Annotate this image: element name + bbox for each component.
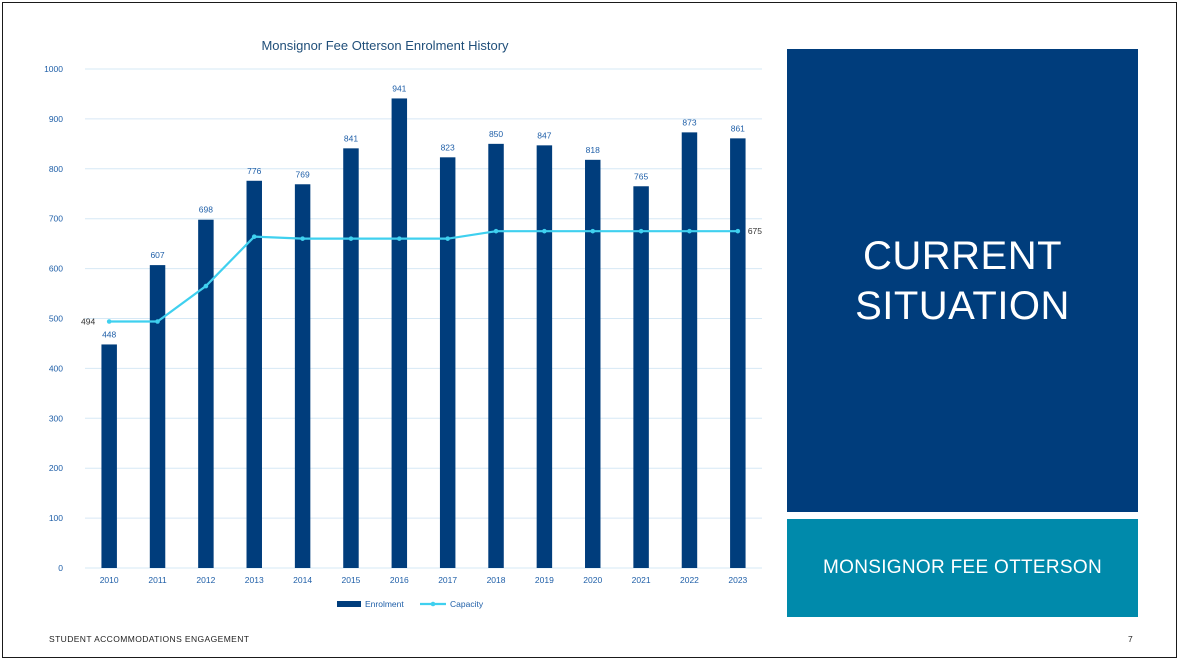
y-tick-label: 800 <box>49 164 63 174</box>
bar-value-label: 861 <box>731 123 745 133</box>
x-tick-label: 2018 <box>487 575 506 585</box>
capacity-point <box>735 228 741 234</box>
bar-value-label: 941 <box>392 83 406 93</box>
x-tick-label: 2015 <box>342 575 361 585</box>
enrolment-bar <box>536 145 553 569</box>
enrolment-bar <box>198 219 214 568</box>
y-tick-label: 300 <box>49 413 63 423</box>
chart-legend: Enrolment Capacity <box>337 599 484 609</box>
subtitle-panel: MONSIGNOR FEE OTTERSON <box>787 519 1138 617</box>
capacity-value-label: 494 <box>81 316 95 326</box>
x-tick-label: 2011 <box>148 575 167 585</box>
y-tick-label: 700 <box>49 214 63 224</box>
bar-value-label: 698 <box>199 205 213 215</box>
bar-value-label: 769 <box>296 169 310 179</box>
enrolment-chart: Monsignor Fee Otterson Enrolment History… <box>30 28 770 618</box>
enrolment-bar <box>585 159 601 568</box>
enrolment-chart-svg: Monsignor Fee Otterson Enrolment History… <box>44 38 762 609</box>
legend-enrolment-swatch <box>337 601 361 607</box>
page-number: 7 <box>1128 634 1133 644</box>
enrolment-bar <box>439 157 456 568</box>
enrolment-bars: 448 607 698 776 769 841 941 823 850 847 818 765 873 8… <box>101 83 746 569</box>
y-tick-label: 0 <box>58 563 63 573</box>
enrolment-bar <box>681 132 698 569</box>
capacity-point <box>638 228 644 234</box>
enrolment-bar <box>294 184 311 569</box>
bar-value-label: 448 <box>102 329 116 339</box>
legend-capacity-label: Capacity <box>450 599 484 609</box>
x-tick-label: 2016 <box>390 575 409 585</box>
enrolment-bar <box>730 138 746 568</box>
capacity-point <box>397 236 402 241</box>
y-tick-label: 600 <box>49 264 63 274</box>
x-tick-label: 2017 <box>438 575 457 585</box>
y-tick-label: 100 <box>49 513 63 523</box>
chart-title: Monsignor Fee Otterson Enrolment History <box>261 38 509 53</box>
capacity-point <box>155 319 160 324</box>
capacity-value-label: 675 <box>748 226 762 236</box>
x-tick-label: 2023 <box>728 575 747 585</box>
capacity-point <box>445 236 450 241</box>
x-tick-label: 2013 <box>245 575 264 585</box>
bar-value-label: 841 <box>344 133 358 143</box>
x-axis-ticks: 2010 2011 2012 2013 2014 2015 2016 2017 2018 2019… <box>100 575 748 585</box>
x-tick-label: 2014 <box>293 575 312 585</box>
capacity-point <box>493 228 499 234</box>
enrolment-bar <box>246 180 262 568</box>
x-tick-label: 2012 <box>196 575 215 585</box>
gridlines <box>85 68 762 569</box>
capacity-point <box>106 319 112 324</box>
enrolment-bar <box>101 344 117 568</box>
title-panel: CURRENT SITUATION <box>787 49 1138 512</box>
y-tick-label: 900 <box>49 114 63 124</box>
bar-value-label: 823 <box>441 142 455 152</box>
enrolment-bar <box>633 186 649 568</box>
bar-value-label: 847 <box>537 130 551 140</box>
capacity-point <box>542 228 547 234</box>
capacity-point <box>300 236 305 241</box>
capacity-point <box>590 228 596 234</box>
y-tick-label: 1000 <box>44 64 63 74</box>
capacity-line: 494 675 <box>81 226 762 326</box>
bar-value-label: 818 <box>586 145 600 155</box>
slide-title: CURRENT SITUATION <box>855 233 1070 328</box>
capacity-point <box>348 236 354 241</box>
capacity-series-line <box>109 230 738 323</box>
enrolment-bar <box>488 143 504 568</box>
x-tick-label: 2021 <box>632 575 651 585</box>
bar-value-label: 873 <box>682 117 696 127</box>
x-tick-label: 2022 <box>680 575 699 585</box>
capacity-point <box>687 228 692 234</box>
enrolment-bar <box>149 265 166 568</box>
enrolment-bar <box>391 98 408 568</box>
y-tick-label: 500 <box>49 314 63 324</box>
x-tick-label: 2019 <box>535 575 554 585</box>
legend-enrolment-label: Enrolment <box>365 599 404 609</box>
y-tick-label: 200 <box>49 463 63 473</box>
bar-value-label: 850 <box>489 129 503 139</box>
y-tick-label: 400 <box>49 363 63 373</box>
capacity-point <box>203 283 209 289</box>
footer-text: STUDENT ACCOMMODATIONS ENGAGEMENT <box>49 634 250 644</box>
x-tick-label: 2020 <box>583 575 602 585</box>
bar-value-label: 776 <box>247 166 261 176</box>
y-axis-ticks: 0 100 200 300 400 500 600 700 800 900 1000 <box>44 64 63 573</box>
slide-subtitle: MONSIGNOR FEE OTTERSON <box>823 557 1102 578</box>
enrolment-bar <box>343 148 359 568</box>
bar-value-label: 607 <box>150 250 164 260</box>
capacity-point <box>251 234 257 239</box>
x-tick-label: 2010 <box>100 575 119 585</box>
bar-value-label: 765 <box>634 171 648 181</box>
legend-capacity-marker <box>430 601 436 607</box>
